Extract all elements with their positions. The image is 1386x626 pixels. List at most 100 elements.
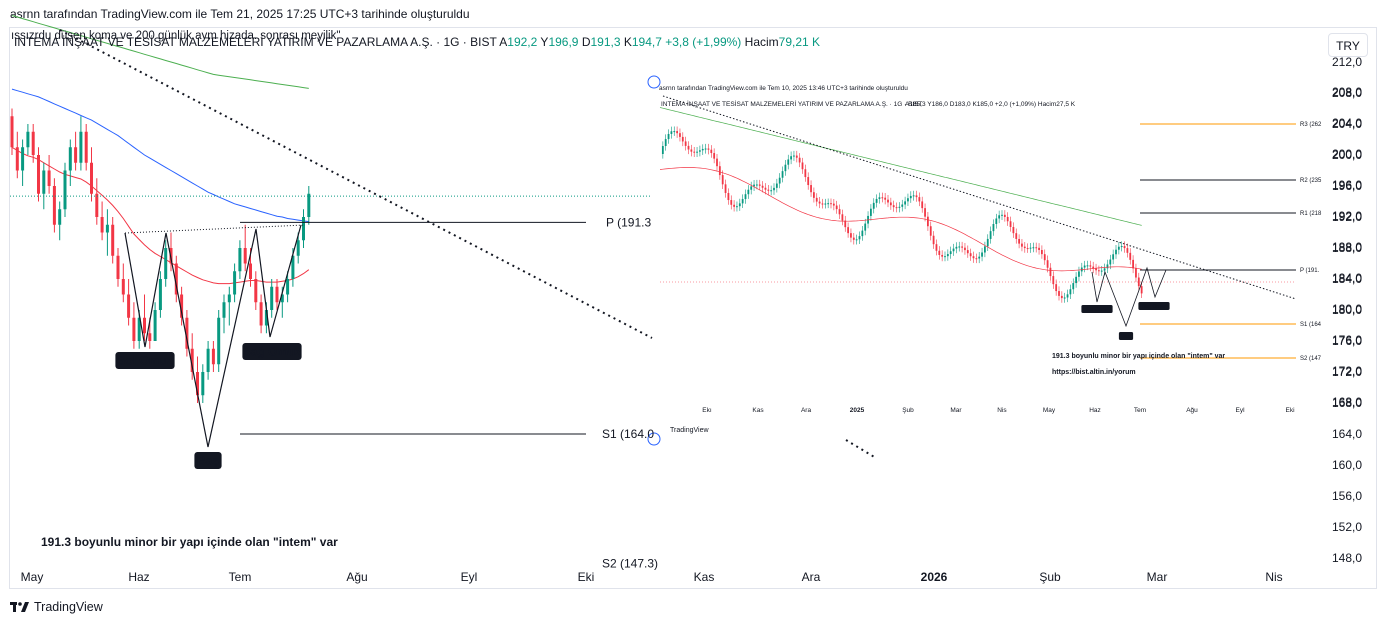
inset-y-tick: 200,0 — [1332, 147, 1362, 161]
y-tick-label: 208,0 — [1332, 86, 1362, 100]
inset-y-tick: 184,0 — [1332, 271, 1362, 285]
inset-candle-body — [681, 136, 684, 142]
inset-screenshot: asrnn tarafından TradingView.com ile Tem… — [647, 75, 1362, 446]
candle-body — [233, 271, 237, 295]
inset-candle-body — [944, 256, 946, 258]
ma-mid-line — [11, 88, 309, 223]
inset-candle-body — [887, 199, 889, 203]
inset-candle-body — [872, 202, 875, 209]
inset-candle-body — [1103, 268, 1106, 271]
inset-candle-body — [1075, 276, 1077, 284]
pattern-badge — [194, 452, 222, 469]
inset-candle-body — [984, 246, 986, 253]
inset-candle-body — [835, 205, 838, 210]
inset-hs-pattern — [1091, 266, 1167, 328]
candle-body — [47, 170, 51, 186]
inset-candle-body — [667, 133, 670, 140]
low-value: 191,3 — [590, 35, 621, 49]
candle-body — [31, 131, 35, 155]
inset-level-label: S1 (164 — [1300, 322, 1322, 328]
y-tick-label: 204,0 — [1332, 117, 1362, 131]
inset-candle-body — [807, 177, 810, 186]
inset-x-tick: Nis — [997, 407, 1007, 414]
inset-symbol: INTEMA İNŞAAT VE TESİSAT MALZEMELERİ YAT… — [661, 99, 923, 108]
inset-candle-body — [855, 239, 858, 241]
inset-candle-body — [827, 203, 830, 205]
inset-candle-body — [701, 148, 704, 151]
inset-candle-body — [1046, 260, 1049, 268]
inset-candle-body — [941, 254, 944, 257]
inset-candle-body — [998, 215, 1001, 219]
candle-body — [174, 263, 178, 295]
inset-candle-body — [1132, 259, 1134, 269]
inset-candle-body — [1126, 248, 1129, 253]
candle-body — [116, 255, 120, 279]
inset-candle-body — [721, 175, 724, 185]
candle-body — [196, 372, 199, 396]
inset-pattern-label: Baş — [1121, 334, 1130, 340]
inset-candle-body — [1078, 271, 1080, 277]
inset-candle-body — [927, 216, 929, 227]
tradingview-logo: TradingView — [10, 600, 103, 614]
inset-level-label: S2 (147 — [1300, 356, 1322, 362]
inset-candle-body — [716, 158, 718, 167]
dotted-trendline — [59, 29, 653, 339]
inset-candle-body — [818, 201, 821, 204]
inset-candle-body — [661, 146, 664, 154]
inset-candle-body — [767, 189, 770, 191]
y-tick-label: 156,0 — [1332, 489, 1362, 503]
inset-candle-body — [781, 171, 784, 178]
inset-candle-body — [1083, 265, 1086, 268]
inset-candle-body — [832, 203, 835, 206]
inset-candle-body — [958, 246, 961, 248]
y-tick-label: 168,0 — [1332, 396, 1362, 410]
inset-x-tick: Ara — [801, 407, 812, 414]
inset-candle-body — [761, 185, 764, 188]
x-tick-label: Ağu — [346, 570, 367, 584]
inset-x-tick: Ağu — [1186, 407, 1198, 414]
inset-candle-body — [1112, 254, 1115, 260]
inset-candle-body — [952, 248, 955, 252]
inset-x-tick: Mar — [950, 407, 962, 414]
inset-candle-body — [966, 250, 969, 254]
candle-body — [52, 186, 56, 225]
x-tick-label: Ara — [802, 570, 821, 584]
inset-candle-body — [693, 151, 696, 153]
candle-body — [42, 170, 46, 194]
candle-body — [153, 310, 157, 341]
inset-candle-body — [804, 169, 807, 178]
candle-body — [211, 348, 215, 365]
inset-candle-body — [981, 252, 983, 257]
y-tick-label: 160,0 — [1332, 458, 1362, 472]
candle-body — [15, 147, 19, 171]
x-tick-label: Tem — [229, 570, 252, 584]
inset-x-tick: 2025 — [850, 407, 865, 414]
pivot-p-label: P (191.3 — [606, 215, 651, 229]
inset-candle-body — [1089, 265, 1092, 267]
inset-candle-body — [784, 164, 787, 172]
candle-body — [270, 286, 274, 310]
high-value: 196,9 — [548, 35, 579, 49]
inset-candle-body — [733, 204, 735, 207]
candle-body — [10, 116, 14, 148]
inset-candle-body — [787, 159, 790, 165]
inset-candle-body — [1055, 284, 1058, 292]
inset-candle-body — [770, 190, 773, 192]
inset-candle-body — [1069, 289, 1072, 295]
inset-candle-body — [978, 256, 981, 259]
inset-y-tick: 208,0 — [1332, 85, 1362, 99]
inset-candle-body — [699, 150, 701, 152]
inset-candle-body — [813, 192, 815, 198]
inset-candle-body — [738, 203, 741, 207]
y-tick-label: 180,0 — [1332, 303, 1362, 317]
open-label: A — [499, 35, 508, 49]
inset-candle-body — [1058, 291, 1060, 296]
chart-frame — [9, 27, 1377, 589]
inset-candle-body — [690, 149, 693, 152]
inset-candle-body — [764, 187, 767, 190]
inset-x-tick: Eyl — [1235, 407, 1245, 414]
currency-button[interactable]: TRY — [1328, 33, 1368, 57]
candle-body — [296, 240, 300, 256]
pattern-badge — [115, 352, 175, 369]
